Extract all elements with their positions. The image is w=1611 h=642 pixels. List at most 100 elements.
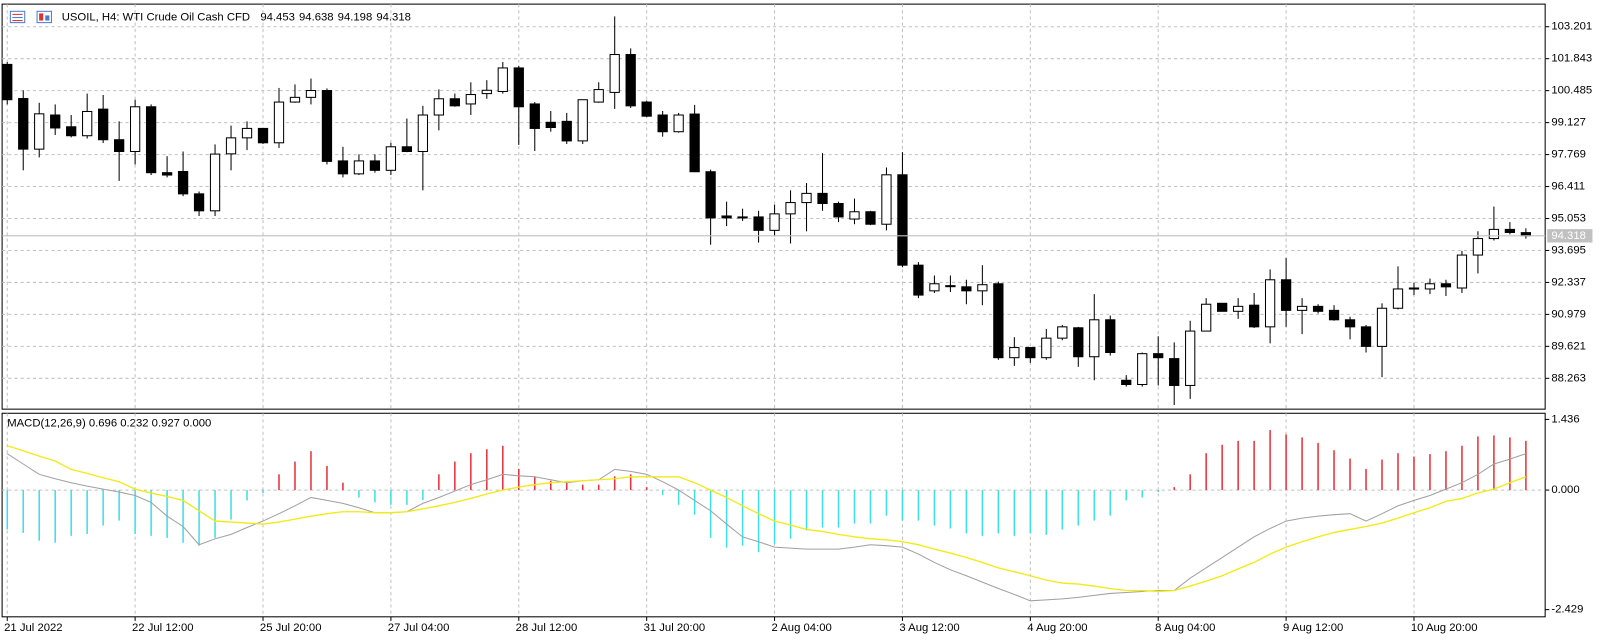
histogram-bar xyxy=(1477,436,1479,491)
histogram-bar xyxy=(470,453,472,491)
y-tick-label: 95.053 xyxy=(1551,212,1586,224)
candle-body xyxy=(1089,319,1100,358)
candle-body xyxy=(1009,347,1020,359)
histogram-bar xyxy=(661,490,664,496)
histogram-bar xyxy=(1237,440,1239,491)
candle-body xyxy=(993,283,1004,359)
histogram-bar xyxy=(1029,490,1032,534)
candle-body xyxy=(337,160,349,175)
y-tick-label: 90.979 xyxy=(1551,308,1586,320)
histogram-bar xyxy=(1333,450,1335,491)
candle-body xyxy=(129,106,141,153)
candle-body xyxy=(481,89,492,95)
histogram-bar xyxy=(869,490,872,524)
candle-body xyxy=(193,193,205,212)
histogram-bar xyxy=(214,490,216,538)
histogram-bar xyxy=(901,490,904,521)
candle-body xyxy=(1073,327,1084,358)
y-tick-label: 1.436 xyxy=(1551,413,1579,425)
candle-body xyxy=(753,216,764,231)
candle-body xyxy=(705,171,716,219)
histogram-bar xyxy=(1253,440,1255,491)
low-value: 94.198 xyxy=(338,11,373,23)
histogram-bar xyxy=(1365,468,1367,491)
histogram-bar xyxy=(230,490,232,520)
histogram-bar xyxy=(134,490,136,534)
histogram-bar xyxy=(933,490,936,526)
histogram-bar xyxy=(1221,444,1223,491)
histogram-bar xyxy=(1157,490,1159,493)
histogram-bar xyxy=(310,451,312,491)
histogram-bar xyxy=(1013,490,1016,536)
icon-bar xyxy=(39,13,44,21)
candle-body xyxy=(385,146,397,171)
last-price-box xyxy=(1547,229,1593,243)
histogram-bar xyxy=(326,465,328,491)
candle-body xyxy=(465,94,476,105)
candle-body xyxy=(1296,305,1308,311)
histogram-bar xyxy=(6,490,9,530)
histogram-bar xyxy=(1397,453,1399,491)
candle-body xyxy=(913,264,924,296)
x-tick-label: 21 Jul 2022 xyxy=(4,622,62,634)
histogram-bar xyxy=(246,490,248,501)
histogram-bar xyxy=(565,482,568,491)
histogram-bar xyxy=(645,487,648,491)
open-value: 94.453 xyxy=(260,11,295,23)
candle-body xyxy=(641,101,652,117)
candle-body xyxy=(513,67,524,108)
candle-body xyxy=(401,146,413,153)
histogram-bar xyxy=(1205,453,1207,491)
histogram-bar xyxy=(406,490,408,505)
candle-body xyxy=(689,113,700,173)
candle-body xyxy=(34,113,45,150)
histogram-bar xyxy=(438,474,440,491)
candle-body xyxy=(369,160,381,171)
histogram-bar xyxy=(198,490,200,546)
y-tick-label: 92.337 xyxy=(1551,276,1586,288)
candle-body xyxy=(1488,228,1500,240)
histogram-bar xyxy=(358,490,360,498)
candle-body xyxy=(1440,283,1452,288)
x-tick-label: 10 Aug 20:00 xyxy=(1411,622,1478,634)
histogram-bar xyxy=(997,490,1000,534)
histogram-bar xyxy=(549,480,552,491)
histogram-bar xyxy=(677,490,680,505)
y-tick-label: -2.429 xyxy=(1551,604,1583,616)
histogram-bar xyxy=(805,490,808,531)
candle-body xyxy=(769,213,780,231)
histogram-bar xyxy=(102,490,104,526)
macd-panel xyxy=(1,412,1546,618)
candle-body xyxy=(721,215,732,219)
histogram-bar xyxy=(1285,434,1287,491)
candle-body xyxy=(1217,302,1228,312)
histogram-bar xyxy=(1525,440,1527,491)
macd-line xyxy=(6,453,1527,602)
histogram-bar xyxy=(22,490,24,533)
candle-body xyxy=(529,103,540,129)
y-tick-label: 97.769 xyxy=(1551,149,1586,161)
histogram-bar xyxy=(1493,435,1495,491)
candle-body xyxy=(161,172,173,176)
candle-body xyxy=(657,114,668,133)
histogram-bar xyxy=(262,490,264,494)
candle-body xyxy=(1248,304,1260,328)
y-tick-label: 0.000 xyxy=(1551,484,1579,496)
candle-body xyxy=(145,106,157,174)
candles xyxy=(2,16,1532,405)
histogram-bar xyxy=(38,490,40,541)
candle-body xyxy=(577,99,588,142)
x-tick-label: 2 Aug 04:00 xyxy=(771,622,831,634)
candle-body xyxy=(673,114,684,133)
histogram-bar xyxy=(1045,490,1048,535)
histogram-bar xyxy=(1317,442,1319,491)
histogram-bar xyxy=(597,484,600,491)
candle-body xyxy=(1233,305,1244,312)
last-price-label: 94.318 xyxy=(1551,230,1586,242)
x-tick-label: 31 Jul 20:00 xyxy=(644,622,706,634)
x-tick-label: 27 Jul 04:00 xyxy=(388,622,450,634)
candle-body xyxy=(737,216,748,219)
candle-body xyxy=(305,90,317,98)
histogram-bar xyxy=(725,490,728,548)
